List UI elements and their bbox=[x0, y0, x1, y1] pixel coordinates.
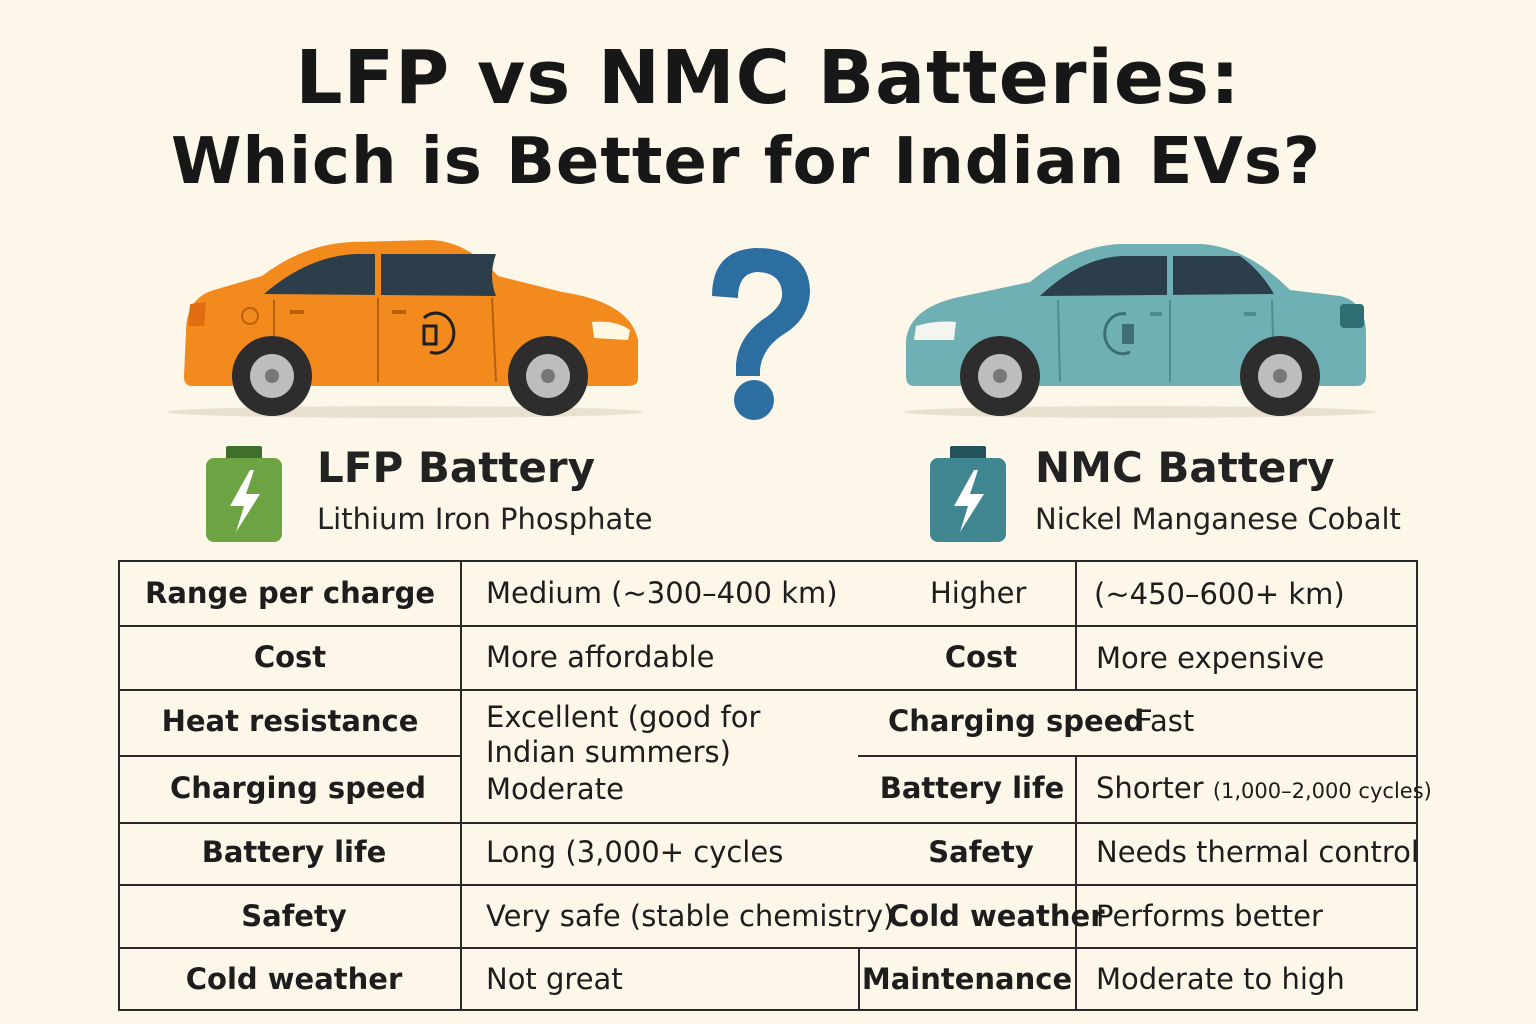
nmc-battery-title: NMC Battery bbox=[1035, 443, 1335, 492]
lfp-value-cost: More affordable bbox=[486, 640, 715, 674]
lfp-battery-subtitle: Lithium Iron Phosphate bbox=[317, 502, 653, 536]
teal-car-icon bbox=[904, 244, 1376, 418]
nmc-label-cold: Cold weather bbox=[888, 899, 1105, 933]
nmc-value-safety: Needs thermal control bbox=[1096, 835, 1419, 869]
nmc-value-life: Shorter (1,000–2,000 cycles) bbox=[1096, 771, 1432, 808]
question-mark-icon bbox=[712, 248, 810, 420]
title-line-1: LFP vs NMC Batteries: bbox=[295, 35, 1241, 121]
title-line-2: Which is Better for Indian EVs? bbox=[170, 125, 1322, 199]
nmc-label-cost: Cost bbox=[944, 640, 1018, 674]
lfp-value-life: Long (3,000+ cycles bbox=[486, 835, 784, 869]
nmc-value-cost: More expensive bbox=[1096, 641, 1325, 675]
lfp-value-heat-line1: Excellent (good for bbox=[486, 700, 761, 734]
lfp-battery-title: LFP Battery bbox=[317, 443, 595, 492]
orange-car-icon bbox=[167, 240, 643, 418]
lfp-value-safety: Very safe (stable chemistry) bbox=[486, 899, 895, 933]
nmc-label-life: Battery life bbox=[879, 771, 1065, 805]
lfp-label-cost: Cost bbox=[253, 640, 327, 674]
lfp-value-range: Medium (~300–400 km) bbox=[486, 576, 838, 610]
lfp-label-heat: Heat resistance bbox=[161, 704, 419, 738]
nmc-label-charging: Charging speed bbox=[888, 704, 1145, 738]
nmc-label-maintenance: Maintenance bbox=[861, 962, 1073, 996]
nmc-value-cold: Performs better bbox=[1096, 899, 1323, 933]
green-battery-icon bbox=[206, 446, 282, 542]
nmc-label-range: Higher bbox=[930, 576, 1027, 610]
nmc-battery-subtitle: Nickel Manganese Cobalt bbox=[1035, 502, 1401, 536]
lfp-label-charging: Charging speed bbox=[169, 771, 427, 805]
lfp-label-range: Range per charge bbox=[144, 576, 436, 610]
lfp-label-safety: Safety bbox=[241, 899, 347, 933]
lfp-label-life: Battery life bbox=[201, 835, 387, 869]
nmc-value-charging: Fast bbox=[1136, 704, 1195, 738]
lfp-value-heat-line2: Indian summers) bbox=[486, 735, 731, 769]
nmc-label-safety: Safety bbox=[928, 835, 1034, 869]
lfp-label-cold: Cold weather bbox=[185, 962, 403, 996]
nmc-value-life-cycles: (1,000–2,000 cycles) bbox=[1212, 779, 1432, 803]
comparison-table: Range per charge Cost Heat resistance Ch… bbox=[118, 560, 1432, 1011]
nmc-value-life-main: Shorter bbox=[1096, 771, 1204, 805]
lfp-value-charging: Moderate bbox=[486, 772, 624, 806]
nmc-value-range: (~450–600+ km) bbox=[1094, 577, 1345, 611]
nmc-value-maintenance: Moderate to high bbox=[1096, 962, 1345, 996]
illustration bbox=[167, 240, 1376, 542]
teal-battery-icon bbox=[930, 446, 1006, 542]
lfp-value-cold: Not great bbox=[486, 962, 623, 996]
